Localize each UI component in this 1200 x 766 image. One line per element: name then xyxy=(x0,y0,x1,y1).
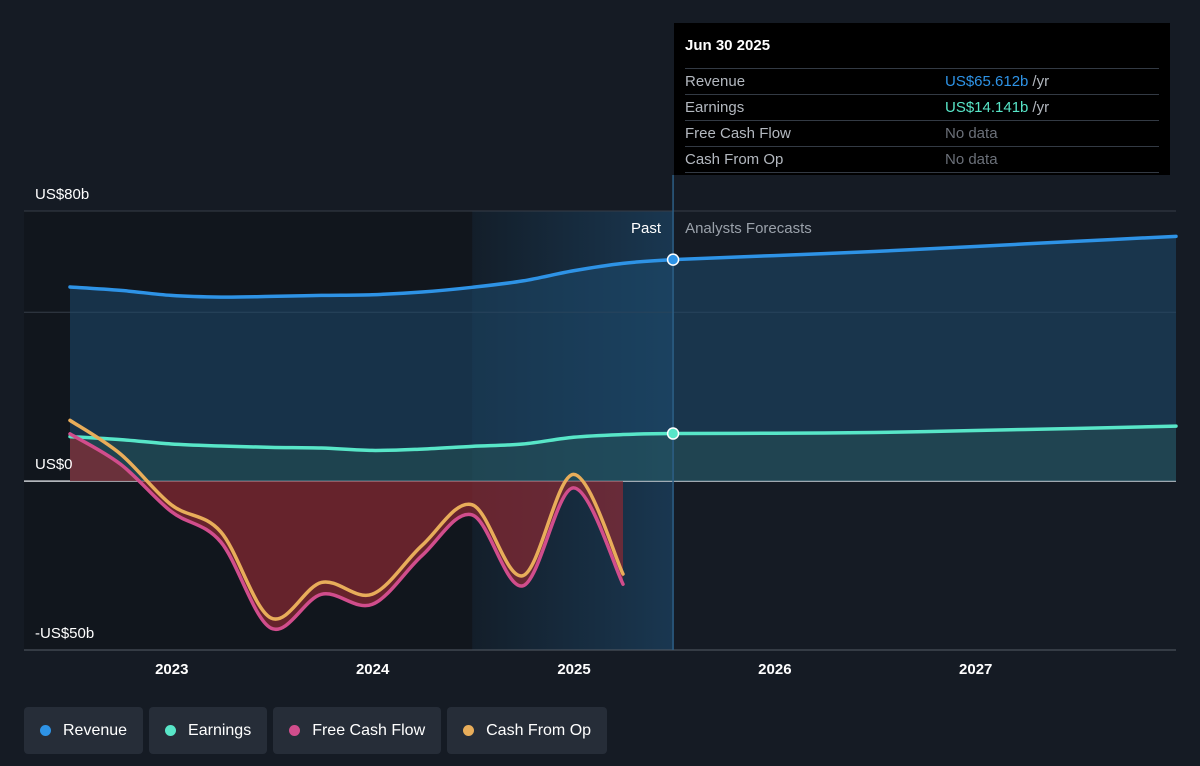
legend-label: Revenue xyxy=(63,721,128,739)
tooltip-row-earnings: Earnings US$14.141b /yr xyxy=(685,94,1159,120)
tooltip-unit: /yr xyxy=(1032,73,1050,90)
tooltip-label: Earnings xyxy=(685,99,745,116)
tooltip-label: Free Cash Flow xyxy=(685,125,791,142)
x-tick-label: 2024 xyxy=(356,661,390,678)
legend-label: Cash From Op xyxy=(486,721,592,739)
y-axis-labels: US$80b US$0 -US$50b xyxy=(35,186,94,642)
earnings-line xyxy=(68,424,1178,453)
x-tick-label: 2026 xyxy=(758,661,791,678)
revenue-marker xyxy=(666,253,680,266)
revenue-line xyxy=(68,234,1178,299)
past-label: Past xyxy=(631,220,662,237)
legend-dot-icon xyxy=(289,725,301,736)
forecast-label: Analysts Forecasts xyxy=(685,220,812,237)
y-tick-label: US$80b xyxy=(35,186,89,203)
series-markers xyxy=(666,253,680,440)
legend-item-revenue[interactable]: Revenue xyxy=(24,707,144,754)
legend-label: Free Cash Flow xyxy=(312,721,426,739)
tooltip-value: US$65.612b xyxy=(945,73,1029,90)
legend: Revenue Earnings Free Cash Flow Cash Fro… xyxy=(24,707,608,754)
x-tick-label: 2025 xyxy=(557,661,590,678)
tooltip-value: No data xyxy=(945,151,998,168)
legend-item-cash-from-op[interactable]: Cash From Op xyxy=(447,707,608,754)
legend-label: Earnings xyxy=(188,721,252,739)
free-cash-flow-area xyxy=(70,433,623,630)
tooltip-date: Jun 30 2025 xyxy=(685,37,771,54)
tooltip-row-cash-from-op: Cash From Op No data xyxy=(685,146,1159,173)
legend-dot-icon xyxy=(40,725,51,736)
free-cash-flow-line xyxy=(68,432,625,632)
earnings-area xyxy=(70,426,1176,482)
legend-dot-icon xyxy=(463,725,475,736)
x-axis-labels: 2023 2024 2025 2026 2027 xyxy=(155,661,992,678)
x-tick-label: 2023 xyxy=(155,661,188,678)
revenue-area xyxy=(70,236,1176,482)
legend-item-free-cash-flow[interactable]: Free Cash Flow xyxy=(273,707,442,754)
series-lines xyxy=(68,234,1178,632)
earnings-marker xyxy=(666,427,680,440)
tooltip-value: US$14.141b xyxy=(945,99,1029,116)
legend-dot-icon xyxy=(165,725,177,736)
y-tick-label: -US$50b xyxy=(35,625,94,642)
tooltip-label: Revenue xyxy=(685,73,746,90)
legend-item-earnings[interactable]: Earnings xyxy=(149,707,268,754)
cash-from-op-line xyxy=(68,418,625,621)
tooltip-unit: /yr xyxy=(1032,99,1050,116)
tooltip-value: No data xyxy=(945,125,998,142)
series-areas xyxy=(70,236,1176,630)
tooltip: Jun 30 2025 Revenue US$65.612b /yr Earni… xyxy=(674,23,1170,175)
x-tick-label: 2027 xyxy=(959,661,992,678)
tooltip-row-free-cash-flow: Free Cash Flow No data xyxy=(685,120,1159,146)
tooltip-row-revenue: Revenue US$65.612b /yr xyxy=(685,68,1159,94)
tooltip-label: Cash From Op xyxy=(685,151,784,168)
y-tick-label: US$0 xyxy=(35,456,73,473)
